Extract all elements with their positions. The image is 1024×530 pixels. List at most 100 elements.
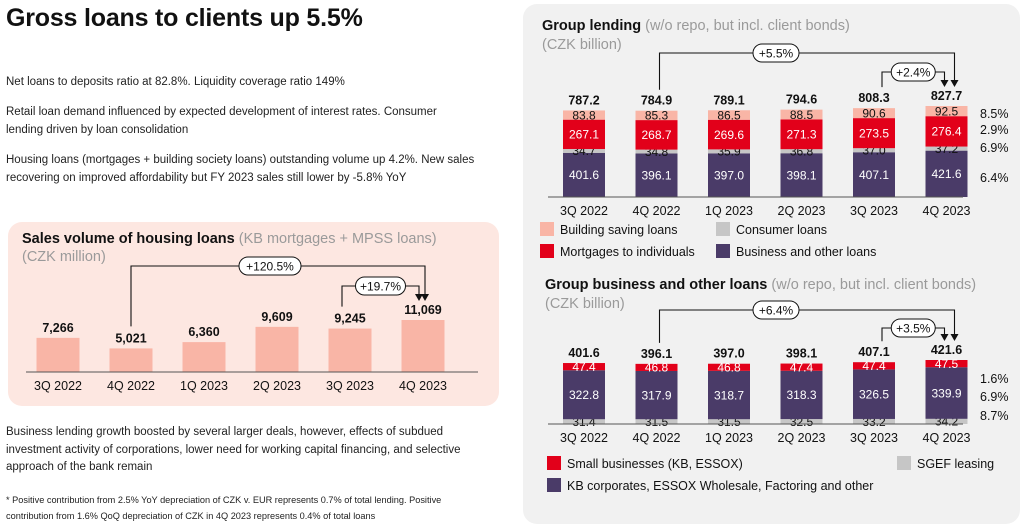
group-tick-2q-2023: 2Q 2023 bbox=[778, 204, 826, 218]
group-tick-4q-2022: 4Q 2022 bbox=[633, 204, 681, 218]
housing-value-label-3q-2023: 9,245 bbox=[334, 312, 365, 326]
business-seg-sgef-leasing-4q-2023 bbox=[925, 418, 968, 424]
group-seg-building-saving-loans-4q-2023 bbox=[925, 106, 968, 117]
group-seg-consumer-loans-1q-2023 bbox=[708, 149, 750, 154]
business-seg-small-businesses-kb-essox-4q-2022 bbox=[635, 363, 678, 371]
housing-value-label-3q-2022: 7,266 bbox=[42, 321, 73, 335]
business-seg-label-kb-corporates-essox-wholesale-factoring-and-other-1q-2023: 318.7 bbox=[714, 388, 744, 402]
group-seg-building-saving-loans-1q-2023 bbox=[708, 110, 750, 120]
group-seg-label-building-saving-loans-1q-2023: 86.5 bbox=[717, 108, 741, 122]
business-tick-3q-2023: 3Q 2023 bbox=[850, 431, 898, 445]
group-seg-consumer-loans-3q-2023 bbox=[853, 148, 895, 153]
legend-swatch-consumer bbox=[716, 222, 730, 236]
business-seg-small-businesses-kb-essox-1q-2023 bbox=[708, 363, 750, 371]
business-loans-title-main: Group business and other loans bbox=[545, 277, 768, 293]
group-seg-business-and-other-loans-2q-2023 bbox=[780, 153, 823, 197]
housing-bracket-short-label: +19.7% bbox=[360, 280, 401, 294]
legend-swatch-business-other bbox=[716, 244, 730, 258]
business-growth-kb-corporates-essox-wholesale-factoring-and-other: 6.9% bbox=[980, 390, 1009, 404]
business-seg-label-small-businesses-kb-essox-2q-2023: 47.4 bbox=[790, 360, 814, 374]
group-seg-building-saving-loans-2q-2023 bbox=[780, 109, 823, 120]
group-growth-consumer-loans: 6.9% bbox=[980, 141, 1009, 155]
housing-chart-panel: Sales volume of housing loans (KB mortga… bbox=[8, 222, 499, 406]
business-seg-small-businesses-kb-essox-4q-2023 bbox=[925, 360, 968, 368]
business-seg-small-businesses-kb-essox-3q-2023 bbox=[853, 362, 895, 370]
business-total-2q-2023: 398.1 bbox=[786, 347, 817, 361]
paragraph-retail: Retail loan demand influenced by expecte… bbox=[6, 106, 437, 136]
group-seg-building-saving-loans-3q-2023 bbox=[853, 108, 895, 119]
group-seg-label-mortgages-to-individuals-3q-2023: 273.5 bbox=[859, 126, 889, 140]
housing-bar-2q-2023 bbox=[255, 326, 299, 372]
group-seg-consumer-loans-4q-2023 bbox=[925, 146, 968, 151]
business-total-3q-2022: 401.6 bbox=[568, 346, 599, 360]
business-total-1q-2023: 397.0 bbox=[713, 347, 744, 361]
group-lending-unit: (CZK billion) bbox=[542, 37, 622, 53]
business-bracket-long-line bbox=[658, 309, 956, 343]
housing-bracket-long-pill bbox=[238, 256, 302, 276]
group-seg-label-business-and-other-loans-4q-2023: 421.6 bbox=[931, 167, 961, 181]
business-loans-title: Group business and other loans (w/o repo… bbox=[545, 276, 976, 295]
business-tick-4q-2023: 4Q 2023 bbox=[923, 431, 971, 445]
group-growth-business-and-other-loans: 6.4% bbox=[980, 171, 1009, 185]
legend-label-kb-corporates: KB corporates, ESSOX Wholesale, Factorin… bbox=[567, 479, 874, 493]
business-total-4q-2023: 421.6 bbox=[931, 343, 962, 357]
business-seg-label-small-businesses-kb-essox-4q-2022: 46.8 bbox=[645, 361, 669, 375]
business-seg-sgef-leasing-3q-2022 bbox=[563, 419, 605, 424]
paragraph-housing: Housing loans (mortgages + building soci… bbox=[6, 154, 475, 184]
business-seg-label-small-businesses-kb-essox-1q-2023: 46.8 bbox=[717, 361, 741, 375]
business-seg-small-businesses-kb-essox-2q-2023 bbox=[780, 363, 823, 371]
legend-small-businesses: Small businesses (KB, ESSOX) bbox=[547, 456, 743, 471]
housing-chart-title-main: Sales volume of housing loans bbox=[22, 231, 235, 247]
housing-value-label-4q-2022: 5,021 bbox=[115, 331, 146, 345]
business-total-4q-2022: 396.1 bbox=[641, 347, 672, 361]
business-seg-label-small-businesses-kb-essox-3q-2022: 47.4 bbox=[572, 360, 596, 374]
business-seg-kb-corporates-essox-wholesale-factoring-and-other-3q-2022 bbox=[563, 370, 605, 420]
housing-tick-3q-2022: 3Q 2022 bbox=[34, 379, 82, 393]
group-bracket-short-arrowhead bbox=[940, 80, 949, 87]
group-tick-3q-2023: 3Q 2023 bbox=[850, 204, 898, 218]
group-seg-mortgages-to-individuals-4q-2023 bbox=[925, 116, 968, 147]
legend-swatch-sgef bbox=[897, 456, 911, 470]
housing-chart-subtitle: (KB mortgages + MPSS loans) bbox=[238, 231, 437, 247]
housing-bar-4q-2022 bbox=[109, 348, 153, 372]
group-seg-label-building-saving-loans-4q-2022: 85.3 bbox=[645, 109, 669, 123]
group-bracket-long-arrowhead bbox=[950, 80, 959, 87]
business-seg-label-kb-corporates-essox-wholesale-factoring-and-other-3q-2022: 322.8 bbox=[569, 388, 599, 402]
group-seg-consumer-loans-3q-2022 bbox=[563, 149, 605, 153]
housing-bar-3q-2023 bbox=[328, 328, 372, 372]
housing-tick-4q-2022: 4Q 2022 bbox=[107, 379, 155, 393]
group-bracket-short-pill bbox=[890, 62, 936, 82]
group-seg-building-saving-loans-4q-2022 bbox=[635, 110, 678, 121]
legend-business-other: Business and other loans bbox=[716, 244, 876, 259]
group-seg-label-mortgages-to-individuals-4q-2022: 268.7 bbox=[641, 128, 671, 142]
group-seg-label-mortgages-to-individuals-2q-2023: 271.3 bbox=[786, 128, 816, 142]
business-loans-subtitle: (w/o repo, but incl. client bonds) bbox=[771, 277, 977, 293]
group-seg-mortgages-to-individuals-3q-2023 bbox=[853, 118, 895, 149]
group-lending-subtitle: (w/o repo, but incl. client bonds) bbox=[645, 18, 850, 34]
legend-building-saving: Building saving loans bbox=[540, 222, 677, 237]
group-seg-business-and-other-loans-3q-2023 bbox=[853, 152, 895, 197]
page-title: Gross loans to clients up 5.5% bbox=[6, 4, 363, 32]
housing-chart: 7,266 3Q 2022 5,021 4Q 2022 6,360 1Q 2023 9,60… bbox=[26, 256, 478, 393]
business-tick-1q-2023: 1Q 2023 bbox=[705, 431, 753, 445]
group-seg-mortgages-to-individuals-1q-2023 bbox=[708, 119, 750, 150]
group-bracket-long-line bbox=[658, 52, 956, 90]
group-seg-label-building-saving-loans-3q-2023: 90.6 bbox=[862, 106, 886, 120]
legend-label-sgef: SGEF leasing bbox=[917, 457, 995, 471]
business-bracket-short-arrowhead bbox=[940, 334, 949, 341]
group-seg-label-building-saving-loans-3q-2022: 83.8 bbox=[572, 108, 596, 122]
group-seg-business-and-other-loans-4q-2023 bbox=[925, 150, 968, 197]
business-loans-unit: (CZK billion) bbox=[545, 296, 625, 312]
housing-chart-unit: (CZK million) bbox=[22, 249, 106, 265]
group-seg-label-business-and-other-loans-3q-2023: 407.1 bbox=[859, 168, 889, 182]
business-bracket-long-label: +6.4% bbox=[759, 304, 794, 318]
business-seg-label-kb-corporates-essox-wholesale-factoring-and-other-2q-2023: 318.3 bbox=[786, 388, 816, 402]
paragraph-ratios: Net loans to deposits ratio at 82.8%. Li… bbox=[6, 76, 345, 88]
group-seg-label-building-saving-loans-2q-2023: 88.5 bbox=[790, 108, 814, 122]
legend-swatch-mortgages bbox=[540, 244, 554, 258]
legend-label-mortgages: Mortgages to individuals bbox=[560, 245, 695, 259]
legend-mortgages: Mortgages to individuals bbox=[540, 244, 695, 259]
business-seg-label-kb-corporates-essox-wholesale-factoring-and-other-4q-2023: 339.9 bbox=[931, 386, 961, 400]
legend-label-small-businesses: Small businesses (KB, ESSOX) bbox=[567, 457, 743, 471]
